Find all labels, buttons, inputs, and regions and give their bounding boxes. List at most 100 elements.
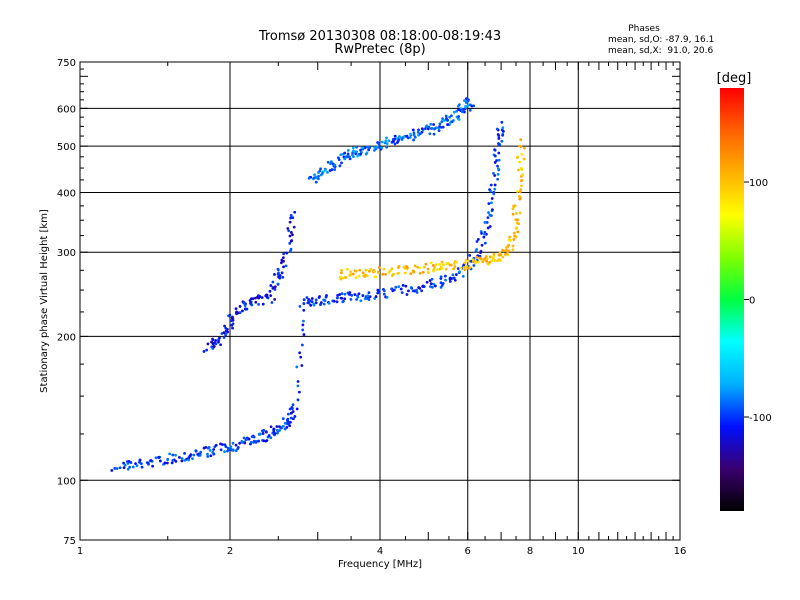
data-point [171,458,175,462]
data-point [452,262,456,265]
data-point [439,281,443,285]
data-point [122,466,126,470]
data-point [490,197,494,200]
data-point [462,110,466,114]
data-point [432,282,435,286]
data-point [222,336,226,339]
data-point [139,462,143,466]
data-point [409,272,413,276]
data-point [271,280,275,284]
data-point [165,461,169,465]
phases-heading: Phases [628,24,660,34]
data-point [412,138,415,142]
data-point [489,189,492,193]
data-point [302,308,306,312]
data-point [129,460,133,464]
data-point [456,267,460,270]
data-point [234,449,238,453]
data-point [440,260,444,264]
data-point [253,296,257,300]
data-point [131,465,135,469]
data-point [384,139,388,143]
data-point [146,461,150,465]
data-point [163,461,167,465]
data-point [487,202,491,206]
data-point [501,133,504,137]
data-point [420,289,424,293]
data-point [306,301,310,305]
data-point [394,285,398,289]
data-point [301,323,305,327]
data-point [498,258,502,262]
data-point [516,190,519,193]
data-point [426,267,430,271]
data-point [417,286,421,289]
data-point [472,259,475,263]
data-point [230,316,234,320]
chart-title: Tromsø 20130308 08:18:00-08:19:43 [258,29,501,44]
y-tick-label: 100 [57,476,76,487]
data-point [278,274,282,277]
data-point [444,114,448,118]
y-tick-label: 600 [57,104,76,115]
data-point [516,155,520,159]
data-point [497,137,501,140]
data-point [363,146,367,150]
data-point [187,458,191,462]
data-point [238,441,241,445]
data-point [367,291,371,295]
data-point [464,258,468,262]
phase-colorbar: [deg] 100 0 -100 [717,71,772,511]
data-point [157,456,161,459]
data-point [493,154,497,158]
data-point [418,132,422,136]
data-point [442,119,446,122]
data-point [511,248,515,252]
data-point [520,179,524,182]
data-point [302,333,306,336]
data-point [288,220,292,224]
data-point [206,455,210,458]
data-point [351,272,355,276]
data-point [339,153,343,157]
data-point [512,238,516,241]
data-point [224,445,228,449]
data-point [286,422,290,426]
data-point [278,425,281,429]
data-point [261,302,265,306]
data-point [326,171,329,174]
data-point [231,441,235,445]
data-point [442,263,445,267]
data-point [412,269,416,273]
data-point [234,443,238,447]
data-point [455,109,459,113]
data-point [343,157,347,161]
data-point [359,299,363,303]
data-point [441,125,445,129]
data-point [491,208,494,212]
data-point [314,175,317,179]
data-point [433,284,437,288]
colorbar-gradient [720,88,744,511]
data-point [340,271,343,275]
data-point [272,427,276,431]
data-point [452,119,455,122]
data-point [154,456,158,460]
data-point [438,122,442,126]
data-point [502,249,506,253]
data-point [366,294,370,298]
data-point [220,443,224,446]
data-point [429,122,433,126]
data-point [288,234,292,238]
data-point [405,266,409,270]
data-point [126,467,130,471]
data-point [310,300,314,304]
grid-lines [80,62,680,540]
data-point [459,266,463,270]
data-point [349,297,353,301]
data-point [409,132,412,136]
data-point [340,268,343,272]
data-point [519,167,523,170]
data-point [298,351,302,355]
